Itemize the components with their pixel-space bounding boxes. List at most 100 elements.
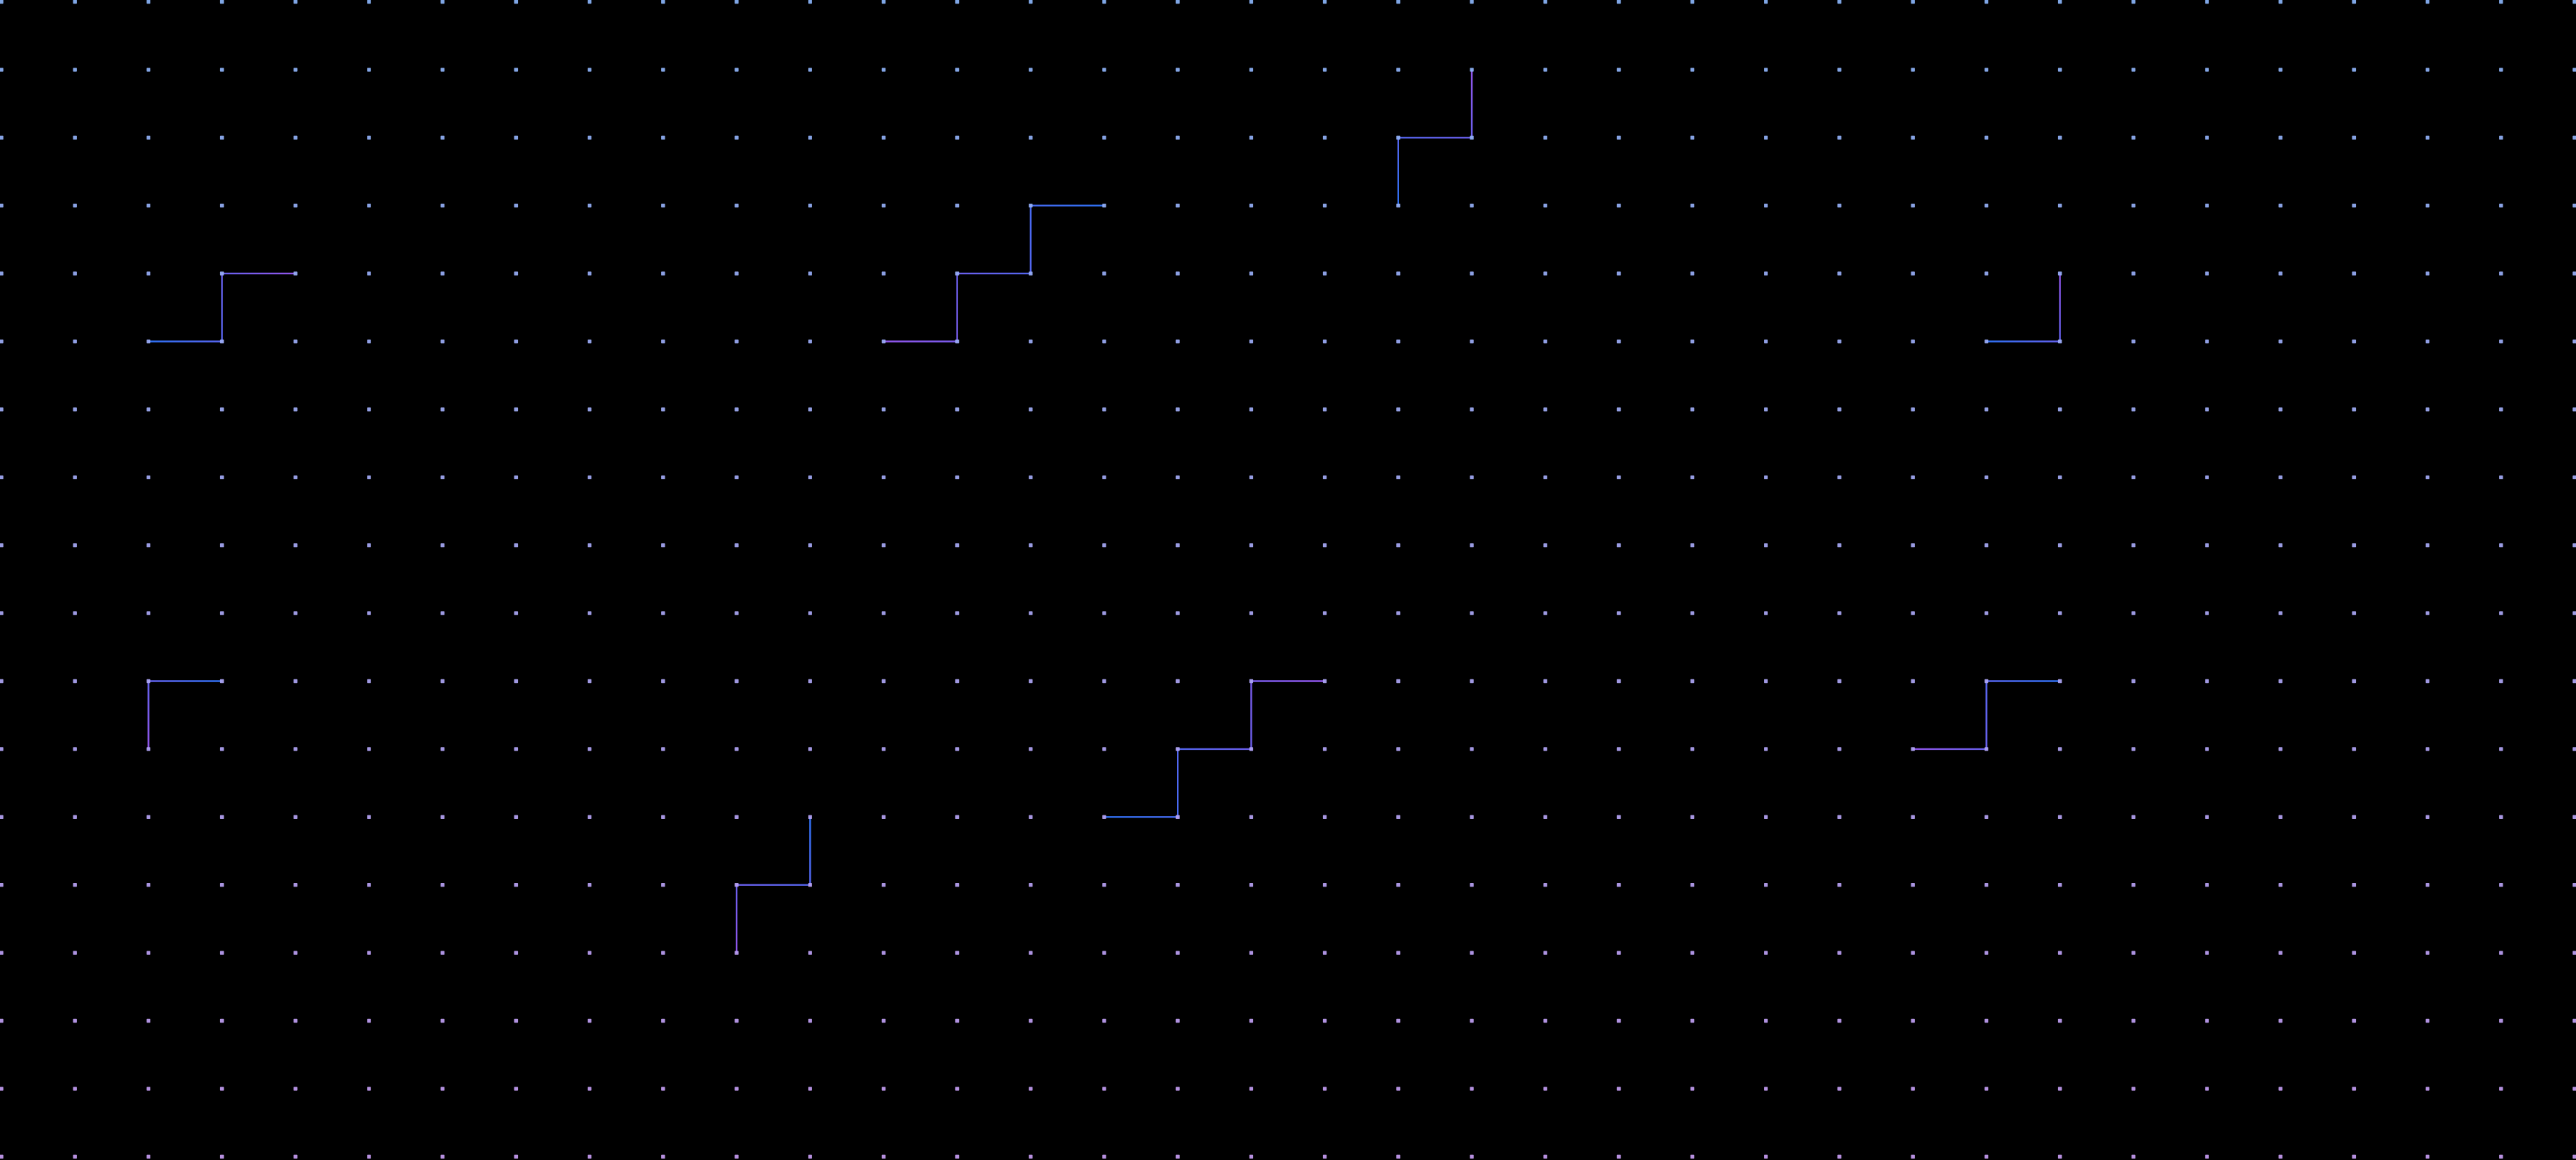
grid-dot	[2057, 883, 2062, 887]
grid-dot	[1984, 0, 1989, 4]
grid-dot	[1690, 339, 1695, 344]
grid-dot	[514, 339, 519, 344]
grid-dot	[1470, 204, 1474, 208]
grid-dot	[1837, 68, 1842, 72]
grid-dot	[294, 204, 298, 208]
grid-dot	[1470, 68, 1474, 72]
grid-dot	[2057, 271, 2062, 276]
grid-dot	[1690, 475, 1695, 479]
grid-dot	[514, 135, 519, 140]
grid-dot	[2352, 135, 2357, 140]
grid-dot	[2057, 68, 2062, 72]
grid-dot	[1102, 135, 1106, 140]
grid-dot	[808, 747, 812, 751]
grid-dot	[73, 271, 77, 276]
grid-dot	[1175, 0, 1180, 4]
wire-3[interactable]	[1397, 69, 1473, 206]
grid-dot	[440, 0, 445, 4]
wire-7[interactable]	[735, 817, 811, 953]
grid-dot	[440, 815, 445, 819]
grid-dot	[1102, 271, 1106, 276]
wire-1[interactable]	[148, 272, 296, 343]
grid-dot	[2499, 1018, 2503, 1023]
grid-dot	[881, 0, 886, 4]
grid-dot	[1470, 0, 1474, 4]
grid-dot	[2278, 679, 2282, 684]
wire-6[interactable]	[1104, 680, 1325, 818]
grid-dot	[219, 68, 224, 72]
grid-dot	[1543, 339, 1547, 344]
grid-dot	[587, 407, 592, 412]
grid-dot	[2057, 611, 2062, 615]
grid-dot	[294, 815, 298, 819]
grid-dot	[1470, 611, 1474, 615]
grid-dot	[1690, 747, 1695, 751]
grid-dot	[1396, 815, 1401, 819]
grid-dot	[1029, 0, 1033, 4]
grid-dot	[1764, 679, 1768, 684]
grid-dot	[2057, 407, 2062, 412]
grid-dot	[661, 475, 665, 479]
grid-dot	[1764, 475, 1768, 479]
grid-dot	[1470, 271, 1474, 276]
grid-dot	[1837, 815, 1842, 819]
grid-dot	[440, 407, 445, 412]
grid-dot	[1249, 543, 1254, 548]
grid-dot	[73, 339, 77, 344]
grid-dot	[587, 475, 592, 479]
grid-dot	[367, 747, 371, 751]
grid-dot	[146, 611, 151, 615]
grid-dot	[1029, 679, 1033, 684]
grid-dot	[73, 611, 77, 615]
grid-dot	[1396, 951, 1401, 955]
grid-dot	[1690, 1087, 1695, 1091]
grid-dot	[587, 951, 592, 955]
grid-dot	[2131, 883, 2136, 887]
wire-5[interactable]	[147, 680, 222, 749]
wire-2[interactable]	[883, 204, 1104, 343]
grid-dot	[955, 339, 960, 344]
grid-dot	[219, 747, 224, 751]
grid-dot	[2131, 407, 2136, 412]
grid-dot	[1175, 475, 1180, 479]
grid-dot	[1322, 679, 1327, 684]
grid-dot	[1764, 68, 1768, 72]
wire-8[interactable]	[1913, 680, 2060, 751]
grid-dot	[734, 68, 739, 72]
grid-dot	[1984, 475, 1989, 479]
grid-dot	[955, 611, 960, 615]
grid-dot	[219, 883, 224, 887]
grid-dot	[1470, 135, 1474, 140]
grid-dot	[1690, 204, 1695, 208]
grid-dot	[955, 135, 960, 140]
grid-dot	[2278, 204, 2282, 208]
grid-dot	[1543, 68, 1547, 72]
grid-dot	[1837, 339, 1842, 344]
grid-dot	[1102, 543, 1106, 548]
grid-dot	[0, 1154, 4, 1159]
grid-dot	[1911, 68, 1915, 72]
grid-dot	[294, 135, 298, 140]
grid-dot	[1249, 951, 1254, 955]
grid-dot	[2057, 543, 2062, 548]
grid-dot	[2499, 679, 2503, 684]
grid-dot	[734, 1018, 739, 1023]
grid-dot	[1911, 339, 1915, 344]
grid-dot	[1102, 407, 1106, 412]
grid-dot	[146, 543, 151, 548]
grid-dot	[1470, 1087, 1474, 1091]
grid-dot	[587, 679, 592, 684]
grid-dot	[219, 815, 224, 819]
grid-dot	[1911, 815, 1915, 819]
grid-dot	[881, 204, 886, 208]
grid-dot	[2499, 611, 2503, 615]
grid-dot	[2278, 339, 2282, 344]
grid-dot	[1396, 339, 1401, 344]
grid-dot	[2352, 951, 2357, 955]
grid-dot	[2205, 1018, 2209, 1023]
wire-4[interactable]	[1986, 273, 2061, 343]
grid-dot	[1616, 1018, 1621, 1023]
